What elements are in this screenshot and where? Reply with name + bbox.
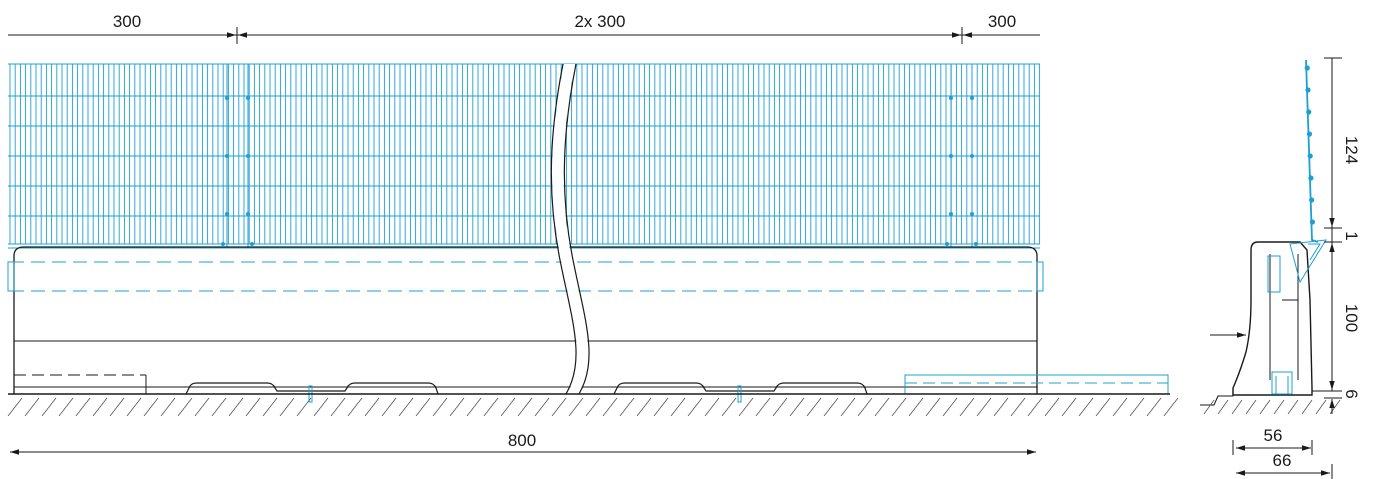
break-line bbox=[551, 64, 589, 394]
bottom-dimension-line: 800 bbox=[10, 431, 1036, 452]
dim-side-width-upper: 56 bbox=[1264, 426, 1283, 445]
front-view: 300 2x 300 300 bbox=[8, 12, 1178, 452]
dim-side-ground: 6 bbox=[1342, 389, 1361, 398]
dim-top-left: 300 bbox=[113, 12, 141, 31]
side-view: 124 1 100 6 56 66 bbox=[1200, 58, 1361, 479]
fence-mesh bbox=[8, 64, 1040, 248]
dim-side-fence-height: 124 bbox=[1342, 136, 1361, 164]
ground bbox=[8, 394, 1178, 416]
dim-side-width-lower: 66 bbox=[1273, 451, 1292, 470]
dim-top-middle: 2x 300 bbox=[574, 12, 625, 31]
dim-side-gap: 1 bbox=[1342, 231, 1361, 240]
dim-bottom-overall: 800 bbox=[508, 431, 536, 450]
top-dimension-line: 300 2x 300 300 bbox=[8, 12, 1040, 44]
concrete-block bbox=[8, 247, 1168, 402]
dim-top-right: 300 bbox=[988, 12, 1016, 31]
dim-side-block-height: 100 bbox=[1342, 304, 1361, 332]
